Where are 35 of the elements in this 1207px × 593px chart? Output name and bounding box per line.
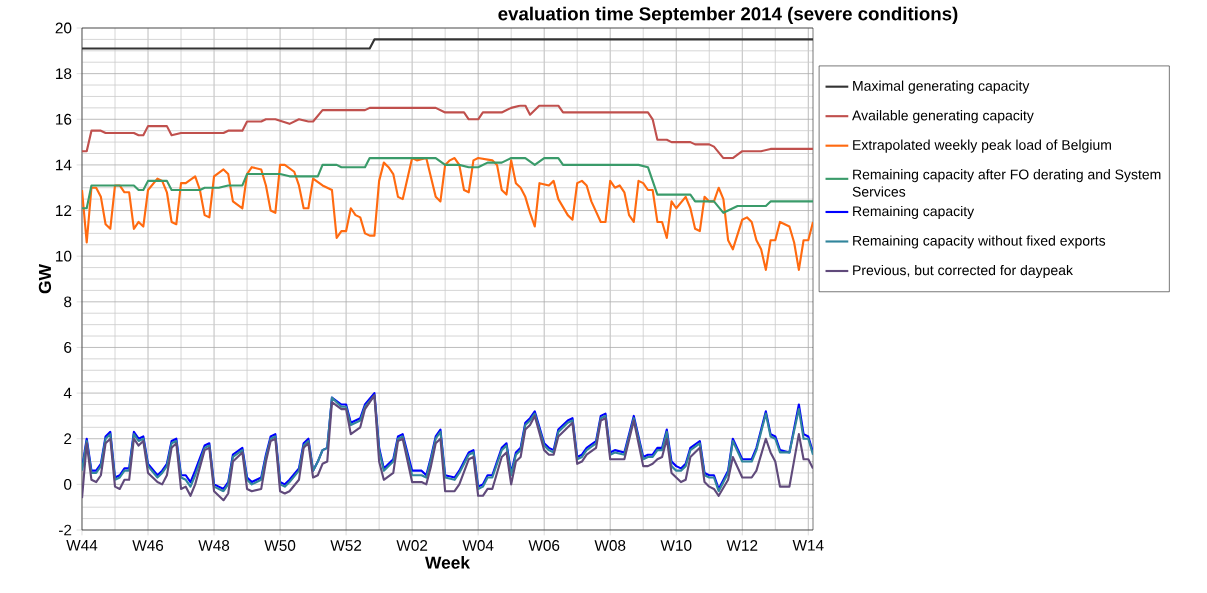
x-tick-label: W44 <box>66 540 98 551</box>
x-tick-label: W08 <box>594 540 626 551</box>
x-tick-label: W46 <box>132 540 164 551</box>
x-tick-label: W06 <box>528 540 560 551</box>
y-tick-label: 20 <box>55 22 72 34</box>
legend-label: Remaining capacity <box>853 205 975 219</box>
y-tick-label: 4 <box>63 387 72 399</box>
x-tick-label: W04 <box>462 540 494 551</box>
y-tick-label: 12 <box>56 205 72 216</box>
legend-label: Remaining capacity after FO derating and System Services <box>852 169 1161 197</box>
y-tick-label: 8 <box>64 296 72 308</box>
legend-label: Previous, but corrected for daypeak <box>853 264 1073 278</box>
x-tick-label: W52 <box>330 540 362 551</box>
y-tick-label: 10 <box>56 250 72 262</box>
x-tick-label: W14 <box>792 540 824 551</box>
y-tick-label: 2 <box>64 433 72 445</box>
x-tick-label: W48 <box>198 540 230 551</box>
y-tick-label: -2 <box>59 524 72 536</box>
legend-label: Maximal generating capacity <box>853 80 1030 94</box>
y-tick-label: 16 <box>56 113 72 125</box>
y-tick-label: 6 <box>64 342 72 353</box>
y-axis-title: GW <box>38 264 52 294</box>
legend-label: Extrapolated weekly peak load of Belgium <box>853 139 1111 153</box>
x-tick-label: W10 <box>660 540 692 551</box>
y-tick-label: 14 <box>56 159 72 171</box>
y-tick-label: 0 <box>64 478 72 490</box>
line-series <box>82 156 814 271</box>
chart-title: evaluation time September 2014 (severe conditions) <box>498 6 958 25</box>
x-tick-label: W12 <box>726 540 758 551</box>
legend-label: Remaining capacity without fixed exports <box>853 235 1106 249</box>
x-axis-title: Week <box>425 556 471 569</box>
legend-label: Available generating capacity <box>852 110 1034 124</box>
x-tick-label: W50 <box>264 540 296 551</box>
x-tick-label: W02 <box>396 540 428 551</box>
y-tick-label: 18 <box>56 68 72 80</box>
